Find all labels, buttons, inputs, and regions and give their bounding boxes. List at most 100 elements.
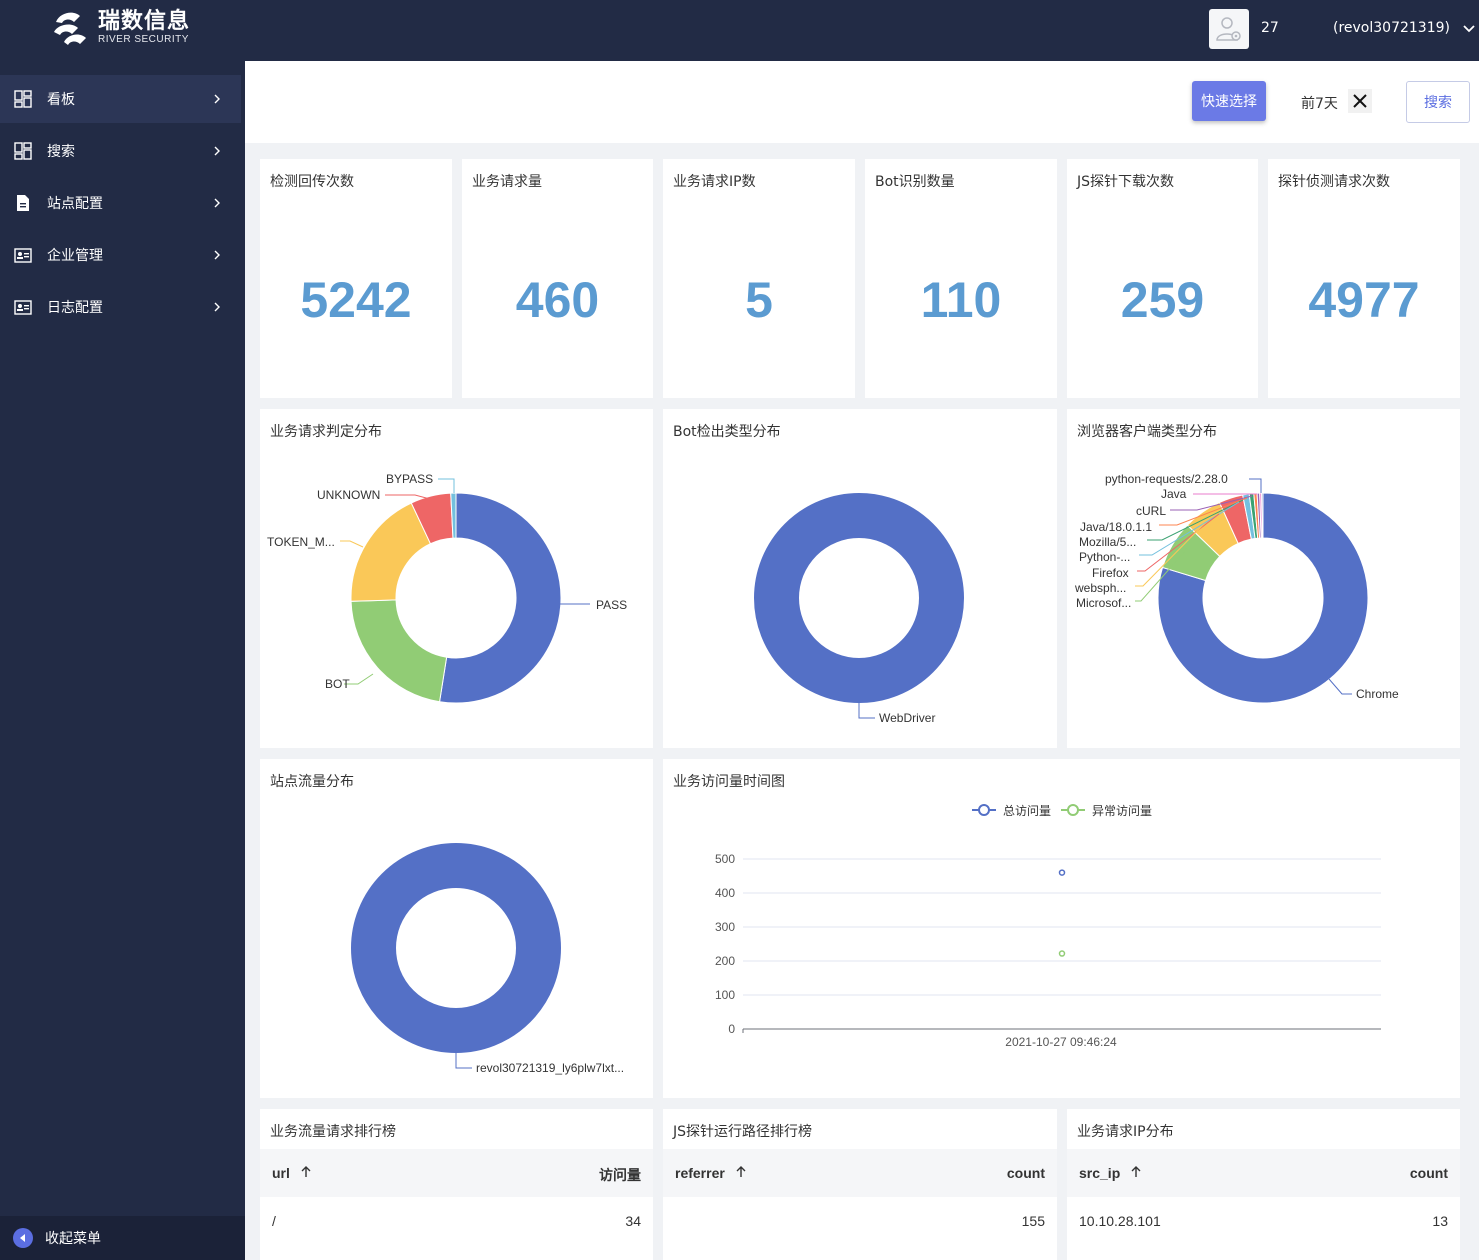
y-tick-label: 0 [728,1022,735,1036]
chart-title: 站点流量分布 [270,774,354,790]
sidebar-item-dashboard[interactable]: 看板 [0,75,241,123]
timeline-card: 业务访问量时间图 总访问量 异常访问量 0 100 200 300 400 500 202… [663,759,1460,1098]
stat-card-value: 110 [920,272,1002,328]
legend-total[interactable]: 总访问量 [972,804,1051,818]
x-tick-label: 2021-10-27 09:46:24 [1005,1035,1117,1049]
sidebar-item-label: 站点配置 [47,196,103,212]
pie-slice[interactable] [1157,492,1369,704]
time-range-value: 前7天 [1301,96,1338,112]
y-tick-label: 500 [715,852,735,866]
pie-label: UNKNOWN [317,488,380,502]
stat-card-probe-requests: 探针侦测请求次数 4977 [1268,159,1460,398]
collapse-menu-button[interactable]: 收起菜单 [0,1216,245,1260]
pie-label: Firefox [1092,566,1129,580]
pie-slice[interactable] [351,843,561,1053]
table-cell-ip: 10.10.28.101 [1079,1213,1161,1229]
brand-logo[interactable]: 瑞数信息 RIVER SECURITY [50,8,190,48]
pie-label: Microsof... [1076,596,1131,610]
sidebar: 看板 搜索 站点配置 企业管理 [0,61,245,1260]
chart-title: 业务请求判定分布 [270,424,382,440]
quick-select-button[interactable]: 快速选择 [1192,81,1266,121]
column-header-url[interactable]: url [272,1165,312,1181]
chart-title: Bot检出类型分布 [673,424,781,440]
y-tick-label: 400 [715,886,735,900]
pie-label: Mozilla/5... [1079,535,1136,549]
pie-label: TOKEN_M... [267,535,335,549]
pie-label: BYPASS [386,472,433,486]
collapse-menu-label: 收起菜单 [45,1231,101,1247]
pie-leader-line [1249,478,1262,493]
table-cell-count: 34 [625,1213,641,1229]
pie-label: Python-... [1079,550,1130,564]
sidebar-item-log-config[interactable]: 日志配置 [0,283,241,331]
river-logo-icon [54,12,86,45]
user-name[interactable]: (revol30721319) [1333,20,1450,36]
stat-card-title: 业务请求量 [472,174,542,190]
user-settings-icon [1216,17,1241,41]
column-header-src-ip[interactable]: src_ip [1079,1165,1142,1181]
pie-label: BOT [325,677,350,691]
pie-slice[interactable] [350,599,448,703]
stat-card-title: 检测回传次数 [270,174,354,190]
sidebar-item-enterprise[interactable]: 企业管理 [0,231,241,279]
pie-label: revol30721319_ly6plw7lxt... [476,1061,624,1075]
stat-card-title: Bot识别数量 [875,174,955,190]
pie-slice[interactable] [1261,492,1264,539]
id-card-icon [14,248,32,263]
dashboard-icon [14,90,32,108]
dashboard-icon [14,142,32,160]
data-point[interactable] [1058,869,1066,876]
column-header-count[interactable]: count [1409,1165,1448,1181]
brand-name-en: RIVER SECURITY [98,34,189,45]
column-header-referrer[interactable]: referrer [675,1165,747,1181]
sidebar-item-site-config[interactable]: 站点配置 [0,179,241,227]
table-header: url 访问量 [260,1149,653,1197]
pie-leader-line [1328,678,1352,695]
pie-leader-line [858,703,875,719]
table-title: 业务请求IP分布 [1077,1124,1174,1140]
clear-range-button[interactable] [1348,89,1372,113]
pie-leader-line [1159,497,1248,526]
stat-card-title: 业务请求IP数 [673,174,756,190]
table-header: src_ip count [1067,1149,1460,1197]
bot-type-pie-chart: WebDriver [754,493,964,725]
y-tick-label: 200 [715,954,735,968]
filter-toolbar: 快速选择 前7天 搜索 [245,61,1479,143]
pie-leader-line [385,494,431,500]
document-icon [17,195,29,211]
data-point[interactable] [1058,950,1066,957]
legend-label: 总访问量 [1003,804,1051,818]
decision-pie-card: 业务请求判定分布 PASS BOT TOKEN_M... UNKNOWN BYP… [260,409,653,748]
search-button[interactable]: 搜索 [1406,81,1470,123]
stat-card-value: 4977 [1308,272,1420,328]
sidebar-item-search[interactable]: 搜索 [0,127,241,175]
pie-slice[interactable] [754,493,964,703]
pie-label: websph... [1074,581,1126,595]
avatar[interactable] [1209,9,1249,49]
top-header: 瑞数信息 RIVER SECURITY 27 (revol30721319) [0,0,1479,61]
chevron-down-icon[interactable] [1462,22,1476,36]
legend-abnormal[interactable]: 异常访问量 [1061,804,1152,818]
column-header-count[interactable]: count [1006,1165,1045,1181]
decision-pie-chart: PASS BOT TOKEN_M... UNKNOWN BYPASS [267,472,627,704]
chevron-right-icon [214,94,220,104]
chevron-right-icon [214,146,220,156]
y-tick-label: 100 [715,988,735,1002]
table-cell-count: 13 [1432,1213,1448,1229]
referrer-ranking-table: JS探针运行路径排行榜 referrer count 155 [663,1109,1057,1260]
pie-leader-line [1135,548,1188,602]
stat-card-requests: 业务请求量 460 [462,159,653,398]
sidebar-item-label: 看板 [47,92,75,108]
ip-distribution-table: 业务请求IP分布 src_ip count 10.10.28.101 13 [1067,1109,1460,1260]
pie-slice[interactable] [450,492,457,539]
sort-arrow-up-icon [1131,1166,1141,1177]
table-cell-url: / [272,1213,276,1229]
pie-leader-line [455,1053,472,1069]
pie-label: Java/18.0.1.1 [1080,520,1152,534]
browser-pie-chart: Chrome python-requests/2.28.0 Java cURL … [1074,472,1399,704]
stat-card-value: 460 [515,272,600,328]
column-header-visits[interactable]: 访问量 [599,1167,641,1183]
pie-slice[interactable] [439,492,562,704]
chevron-right-icon [214,302,220,312]
site-traffic-pie-card: 站点流量分布 revol30721319_ly6plw7lxt... [260,759,653,1098]
